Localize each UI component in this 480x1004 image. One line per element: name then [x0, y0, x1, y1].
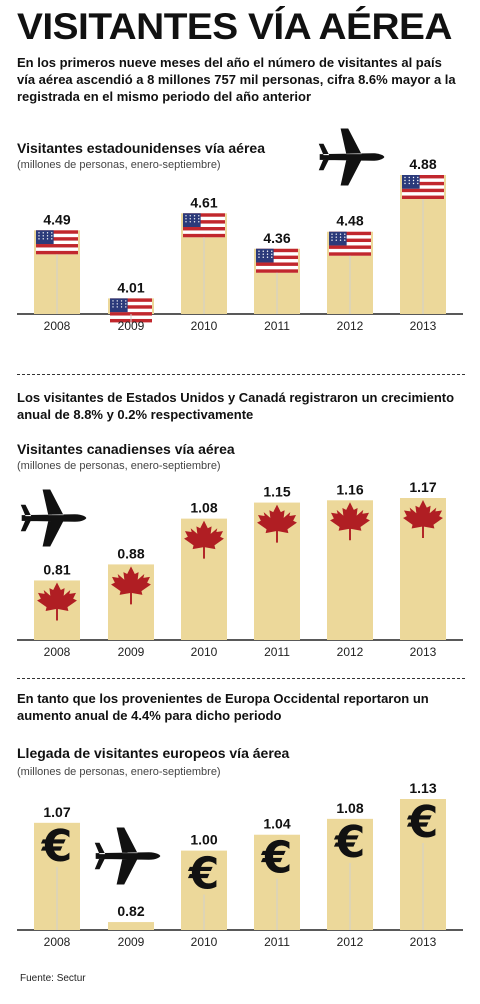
us-chart-subtitle: (millones de personas, enero-septiembre) [17, 159, 221, 171]
year-label: 2012 [337, 319, 364, 333]
year-label: 2009 [118, 935, 145, 949]
maple-leaf-icon [37, 582, 77, 621]
bar [108, 922, 154, 930]
bar-2008: 4.49 2008 [34, 211, 80, 333]
airplane-icon [20, 489, 87, 547]
europe-lead-text: En tanto que los provenientes de Europa … [17, 691, 429, 723]
bar-2011: 4.36 2011 [254, 230, 300, 333]
value-label: 1.17 [409, 479, 436, 495]
svg-text:€: € [334, 817, 366, 868]
value-label: 1.16 [336, 481, 363, 497]
svg-text:€: € [41, 821, 73, 872]
euro-icon: € [261, 833, 293, 884]
bar-2013: 4.88 2013 [400, 156, 446, 333]
value-label: 4.88 [409, 156, 436, 172]
page-title: VISITANTES VÍA AÉREA [17, 6, 452, 47]
maple-leaf-icon [257, 504, 297, 543]
europe-chart-subtitle: (millones de personas, enero-septiembre) [17, 766, 221, 778]
us-flag-icon [183, 213, 225, 238]
svg-text:€: € [407, 797, 439, 848]
year-label: 2011 [264, 645, 290, 659]
euro-icon: € [334, 817, 366, 868]
value-label: 1.04 [263, 816, 290, 832]
bar-2010: 4.61 2010 [181, 194, 227, 333]
us-flag-icon [329, 231, 371, 256]
bar-2009: 0.82 2009 [108, 903, 154, 949]
value-label: 4.49 [43, 211, 70, 227]
value-label: 1.00 [190, 832, 217, 848]
svg-text:€: € [261, 833, 293, 884]
year-label: 2013 [410, 319, 437, 333]
bar-2013: €1.13 2013 [400, 780, 446, 949]
bar-2009: 0.88 2009 [108, 545, 154, 659]
year-label: 2010 [191, 935, 218, 949]
year-label: 2008 [44, 935, 71, 949]
canada-chart-subtitle: (millones de personas, enero-septiembre) [17, 460, 221, 472]
section-divider [17, 374, 465, 375]
bar-2012: 4.48 2012 [327, 213, 373, 333]
year-label: 2009 [118, 645, 145, 659]
bar-2013: 1.17 2013 [400, 479, 446, 659]
bar-2009: 4.01 2009 [108, 279, 154, 333]
year-label: 2013 [410, 645, 437, 659]
intro-text: En los primeros nueve meses del año el n… [17, 55, 456, 104]
value-label: 4.48 [336, 213, 363, 229]
year-label: 2013 [410, 935, 437, 949]
value-label: 0.88 [117, 545, 144, 561]
canada-chart-title: Visitantes canadienses vía aérea [17, 441, 235, 457]
bar-2012: €1.08 2012 [327, 800, 373, 949]
euro-icon: € [188, 849, 220, 900]
maple-leaf-icon [403, 500, 443, 538]
canada-lead-text: Los visitantes de Estados Unidos y Canad… [17, 390, 455, 422]
svg-text:€: € [188, 849, 220, 900]
value-label: 0.81 [43, 561, 70, 577]
year-label: 2010 [191, 319, 218, 333]
bar-2008: €1.07 2008 [34, 804, 80, 949]
year-label: 2012 [337, 935, 364, 949]
section-divider [17, 678, 465, 679]
value-label: 1.08 [190, 500, 217, 516]
value-label: 0.82 [117, 903, 144, 919]
year-label: 2011 [264, 319, 290, 333]
bar-2011: 1.15 2011 [254, 484, 300, 659]
value-label: 1.08 [336, 800, 363, 816]
maple-leaf-icon [330, 502, 370, 541]
us-flag-icon [256, 248, 298, 273]
bar-2011: €1.04 2011 [254, 816, 300, 949]
source-note: Fuente: Sectur [20, 973, 86, 984]
value-label: 4.36 [263, 230, 290, 246]
value-label: 4.61 [190, 194, 217, 210]
year-label: 2008 [44, 319, 71, 333]
maple-leaf-icon [184, 520, 224, 559]
maple-leaf-icon [111, 566, 151, 605]
value-label: 4.01 [117, 279, 144, 295]
year-label: 2012 [337, 645, 364, 659]
year-label: 2011 [264, 935, 290, 949]
us-flag-icon [402, 175, 444, 199]
value-label: 1.15 [263, 484, 290, 500]
year-label: 2010 [191, 645, 218, 659]
europe-chart-title: Llegada de visitantes europeos vía áerea [17, 745, 290, 761]
airplane-icon [94, 827, 161, 885]
value-label: 1.13 [409, 780, 436, 796]
value-label: 1.07 [43, 804, 70, 820]
euro-icon: € [407, 797, 439, 848]
bar-2010: €1.00 2010 [181, 832, 227, 949]
bar-2012: 1.16 2012 [327, 481, 373, 659]
us-flag-icon [36, 230, 78, 255]
euro-icon: € [41, 821, 73, 872]
us-chart-title: Visitantes estadounidenses vía aérea [17, 140, 265, 156]
airplane-icon [318, 128, 385, 186]
bar-2008: 0.81 2008 [34, 561, 80, 659]
year-label: 2009 [118, 319, 145, 333]
year-label: 2008 [44, 645, 71, 659]
bar-2010: 1.08 2010 [181, 500, 227, 659]
